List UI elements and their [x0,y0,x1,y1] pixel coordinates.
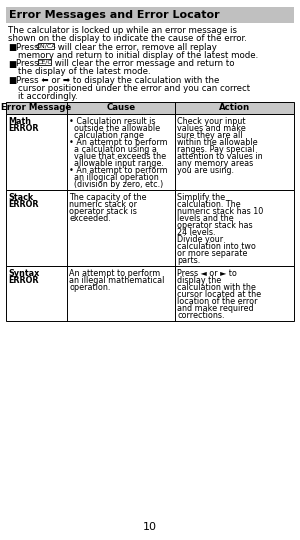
Text: any memory areas: any memory areas [177,159,253,168]
Text: 24 levels.: 24 levels. [177,228,215,237]
Text: ERROR: ERROR [8,124,38,133]
Text: operator stack has: operator stack has [177,221,253,230]
Text: Check your input: Check your input [177,117,245,126]
Text: exceeded.: exceeded. [69,214,111,223]
Text: the display of the latest mode.: the display of the latest mode. [18,68,151,77]
Text: Math: Math [8,117,31,126]
Text: • An attempt to perform: • An attempt to perform [69,166,168,175]
Bar [6,266,294,321]
Text: The calculator is locked up while an error message is: The calculator is locked up while an err… [8,26,237,35]
Text: operation.: operation. [69,283,110,292]
Text: 10: 10 [143,522,157,532]
Text: calculation range: calculation range [69,131,144,140]
Text: Simplify the: Simplify the [177,193,225,202]
Text: allowable input range.: allowable input range. [69,159,164,168]
Text: and make required: and make required [177,304,254,313]
Text: within the allowable: within the allowable [177,138,258,147]
Text: • An attempt to perform: • An attempt to perform [69,138,168,147]
Text: An attempt to perform: An attempt to perform [69,269,160,278]
Text: ERROR: ERROR [8,276,38,285]
Text: levels and the: levels and the [177,214,234,223]
Text: corrections.: corrections. [177,311,224,320]
Text: CE/C: CE/C [37,60,52,65]
Bar [6,114,294,190]
Text: shown on the display to indicate the cause of the error.: shown on the display to indicate the cau… [8,34,247,43]
Text: it accordingly.: it accordingly. [18,92,78,101]
Bar [6,102,294,114]
Text: calculation. The: calculation. The [177,200,241,209]
Text: will clear the error message and return to: will clear the error message and return … [52,59,235,69]
Text: ■: ■ [8,59,16,69]
Text: ON/CA: ON/CA [36,44,56,49]
Text: cursor located at the: cursor located at the [177,290,261,299]
Text: Press: Press [16,43,41,52]
Bar [38,43,54,49]
Text: parts.: parts. [177,256,200,265]
Text: Error Message: Error Message [2,104,72,112]
Text: display the: display the [177,276,221,285]
Bar [38,58,51,65]
Text: ■: ■ [8,43,16,52]
Text: values and make: values and make [177,124,246,133]
Text: Stack: Stack [8,193,33,202]
Text: you are using.: you are using. [177,166,234,175]
Text: an illogical operation: an illogical operation [69,173,159,182]
Text: attention to values in: attention to values in [177,152,262,161]
Bar [6,190,294,266]
Text: • Calculation result is: • Calculation result is [69,117,155,126]
Text: value that exceeds the: value that exceeds the [69,152,166,161]
Text: cursor positioned under the error and you can correct: cursor positioned under the error and yo… [18,84,250,93]
Text: ERROR: ERROR [8,200,38,209]
Text: an illegal mathematical: an illegal mathematical [69,276,164,285]
Text: or more separate: or more separate [177,249,248,258]
Text: (division by zero, etc.): (division by zero, etc.) [69,180,163,189]
Text: outside the allowable: outside the allowable [69,124,160,133]
Text: will clear the error, remove all replay: will clear the error, remove all replay [55,43,217,52]
Text: ranges. Pay special: ranges. Pay special [177,145,254,154]
Text: sure they are all: sure they are all [177,131,242,140]
Text: numeric stack has 10: numeric stack has 10 [177,207,263,216]
Text: Error Messages and Error Locator: Error Messages and Error Locator [9,10,220,20]
Text: numeric stack or: numeric stack or [69,200,137,209]
Text: Divide your: Divide your [177,235,223,244]
Text: location of the error: location of the error [177,297,257,306]
Text: memory and return to initial display of the latest mode.: memory and return to initial display of … [18,51,258,60]
Text: ■: ■ [8,76,16,85]
Text: operator stack is: operator stack is [69,207,137,216]
Text: Cause: Cause [106,104,136,112]
Text: Action: Action [219,104,250,112]
Text: Press ⬅ or ➡ to display the calculation with the: Press ⬅ or ➡ to display the calculation … [16,76,219,85]
Bar [6,7,294,23]
Text: calculation with the: calculation with the [177,283,256,292]
Text: Press: Press [16,59,41,69]
Text: Syntax: Syntax [8,269,39,278]
Text: a calculation using a: a calculation using a [69,145,157,154]
Text: calculation into two: calculation into two [177,242,256,251]
Text: The capacity of the: The capacity of the [69,193,146,202]
Text: Press ◄ or ► to: Press ◄ or ► to [177,269,237,278]
